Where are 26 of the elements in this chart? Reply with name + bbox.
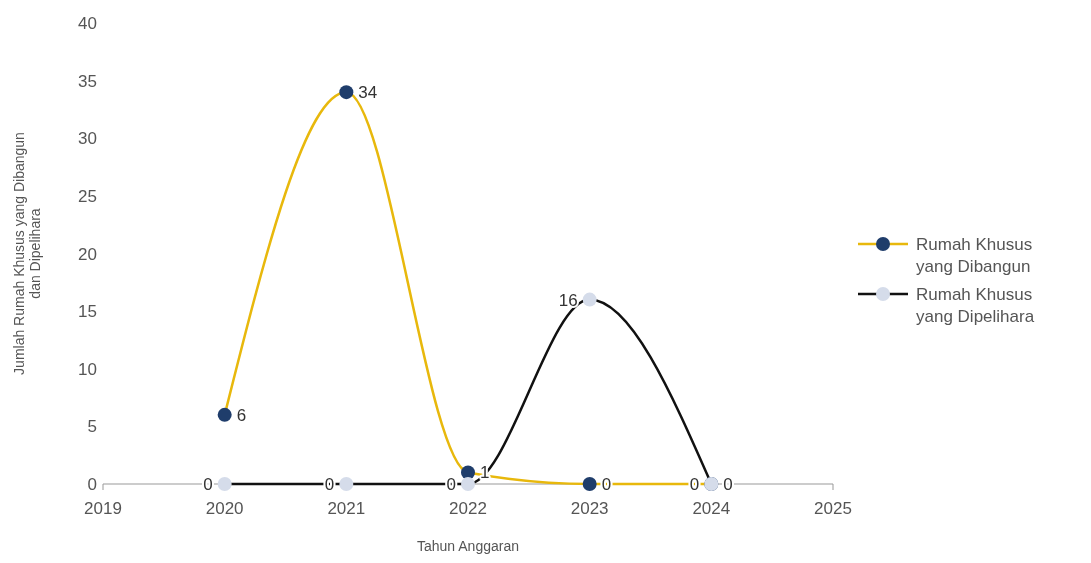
legend-label: Rumah Khusus yang Dibangun [916, 235, 1033, 276]
y-tick-label: 40 [78, 14, 97, 33]
data-label: 6 [236, 405, 247, 425]
y-tick-label: 25 [78, 186, 97, 206]
x-axis-title: Tahun Anggaran [417, 538, 519, 554]
y-tick-label: 10 [78, 359, 97, 379]
x-tick-label: 2024 [692, 499, 731, 518]
y-tick-label: 20 [78, 244, 97, 264]
y-tick-label: 35 [78, 71, 97, 91]
y-axis-title: Jumlah Rumah Khusus yang Dibangun dan Dipelihara [11, 132, 43, 375]
x-tick-label: 2021 [327, 499, 366, 518]
x-tick-label: 2019 [84, 499, 122, 518]
legend-label: Rumah Khusus yang Dipelihara [916, 285, 1035, 326]
data-label: 34 [358, 83, 378, 103]
x-tick-label: 2022 [449, 499, 487, 518]
x-tick-label: 2023 [570, 499, 609, 518]
y-tick-label: 30 [78, 129, 97, 149]
x-tick-label: 2020 [205, 499, 244, 518]
y-tick-label: 0 [87, 475, 97, 494]
data-label: 0 [723, 475, 733, 494]
y-tick-label: 5 [87, 417, 97, 437]
data-label: 0 [203, 475, 213, 494]
data-label: 1 [480, 463, 490, 483]
y-tick-label: 15 [78, 302, 97, 322]
data-label: 16 [558, 290, 578, 310]
x-tick-label: 2025 [814, 499, 852, 518]
